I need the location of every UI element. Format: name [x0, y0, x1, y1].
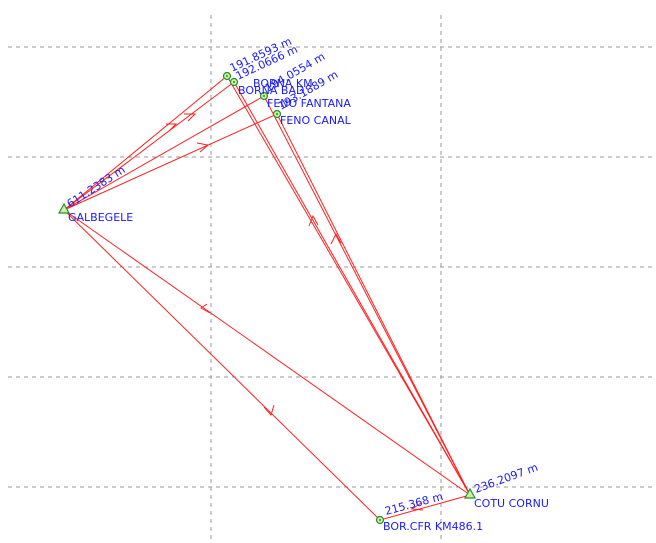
edge-galbegele-bornakm — [63, 81, 235, 211]
edge-cotu-bornakm — [233, 81, 471, 496]
label-bornakm: BORNA KM — [253, 77, 313, 90]
label-borcfr: BOR.CFR KM486.1 — [383, 520, 483, 533]
arrowhead — [263, 404, 275, 417]
edge-cotu-fenofantana — [263, 95, 471, 496]
point-dot — [233, 81, 235, 83]
arrowhead — [410, 502, 424, 511]
arrowhead — [184, 113, 197, 122]
station-fenocanal-point[interactable] — [272, 109, 282, 119]
arrowhead — [330, 232, 342, 245]
edge-cotu-fenocanal — [276, 113, 471, 496]
point-dot — [226, 75, 228, 77]
point-dot — [263, 95, 265, 97]
label-fenofantana: FENO FANTANA — [267, 97, 351, 110]
point-dot — [379, 519, 381, 521]
edge-cotu-borcfr — [379, 494, 471, 521]
point-dot — [276, 113, 278, 115]
stations — [57, 71, 477, 525]
edge-galbegele-p1 — [63, 75, 228, 211]
edge-galbegele-fenocanal — [63, 113, 278, 211]
arrowheads — [166, 113, 424, 511]
edge-galbegele-borcfr — [63, 209, 381, 521]
label-galbegele: GALBEGELE — [68, 211, 133, 224]
arrowhead — [200, 303, 211, 314]
label-bornabad: BORNA BAD — [238, 84, 304, 97]
station-bornakm-point[interactable] — [229, 77, 239, 87]
station-borcfr-point[interactable] — [375, 515, 385, 525]
arrowhead — [196, 142, 210, 153]
elev-borcfr: 215.368 m — [383, 490, 444, 518]
station-fenofantana-point[interactable] — [259, 91, 269, 101]
edge-cotu-p1 — [226, 75, 471, 496]
station-galbegele-triangle[interactable] — [57, 202, 71, 214]
arrowhead — [166, 123, 178, 132]
arrowhead — [308, 214, 319, 227]
elev-galbegele: 611.2383 m — [65, 163, 128, 210]
elev-cotu: 236.2097 m — [473, 461, 540, 496]
grid — [8, 15, 656, 543]
edge-galbegele-cotu — [63, 209, 471, 496]
station-cotu-triangle[interactable] — [463, 487, 477, 499]
label-fenocanal: FENO CANAL — [280, 114, 352, 127]
station-p1-point[interactable] — [222, 71, 232, 81]
edges — [63, 75, 471, 521]
labels: GALBEGELE 611.2383 m COTU CORNU 236.2097… — [65, 35, 549, 533]
edge-galbegele-fenofantana — [63, 95, 265, 211]
label-cotu: COTU CORNU — [474, 497, 549, 510]
